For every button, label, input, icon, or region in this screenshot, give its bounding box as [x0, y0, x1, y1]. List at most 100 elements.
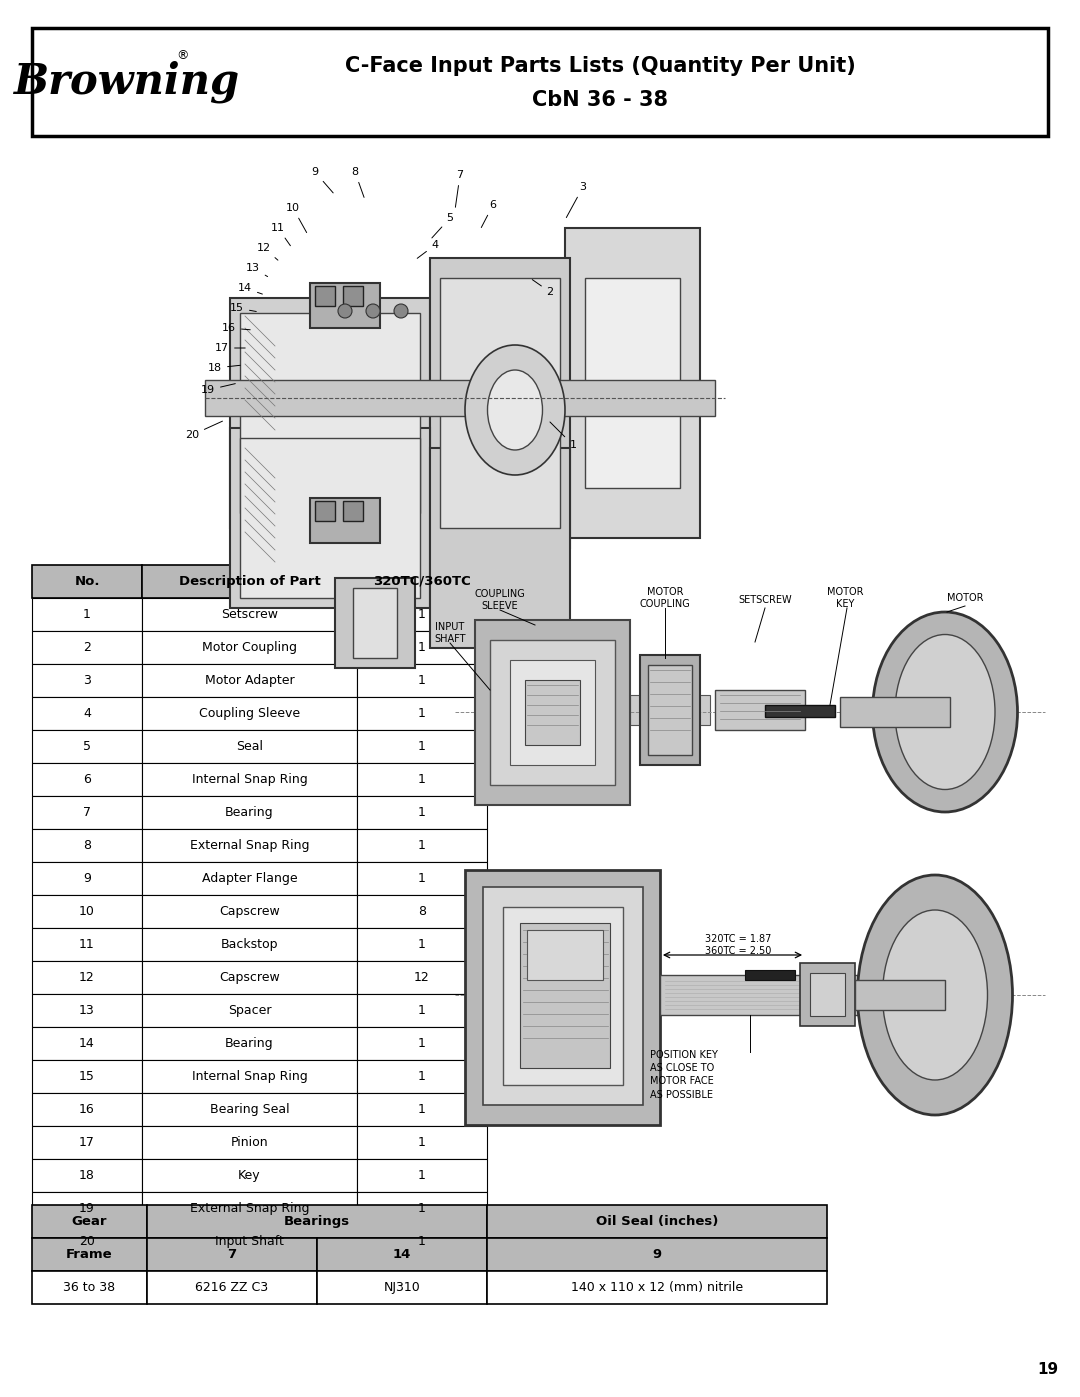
Bar: [141, 564, 357, 598]
Bar: [525, 680, 580, 745]
Bar: [32, 1126, 141, 1160]
Text: 1: 1: [418, 840, 426, 852]
Bar: [840, 697, 950, 726]
Text: 14: 14: [238, 284, 262, 295]
Bar: [32, 1060, 141, 1092]
Bar: [430, 448, 570, 648]
Bar: [32, 564, 141, 598]
Text: 4: 4: [417, 240, 438, 258]
Ellipse shape: [873, 612, 1017, 812]
Bar: [357, 1092, 487, 1126]
Bar: [357, 1160, 487, 1192]
Bar: [357, 1126, 487, 1160]
Bar: [141, 1060, 357, 1092]
Text: 8: 8: [418, 905, 426, 918]
Bar: [310, 497, 380, 543]
Bar: [357, 631, 487, 664]
Text: Spacer: Spacer: [228, 1004, 271, 1017]
Text: 14: 14: [79, 1037, 95, 1051]
Ellipse shape: [858, 875, 1013, 1115]
Text: POSITION KEY
AS CLOSE TO
MOTOR FACE
AS POSSIBLE: POSITION KEY AS CLOSE TO MOTOR FACE AS P…: [650, 1051, 718, 1099]
Bar: [483, 887, 643, 1105]
Text: 3: 3: [83, 673, 91, 687]
Text: 18: 18: [208, 363, 240, 373]
Text: 13: 13: [79, 1004, 95, 1017]
Bar: [353, 588, 397, 658]
Bar: [357, 564, 487, 598]
Text: 1: 1: [418, 937, 426, 951]
Text: 1: 1: [418, 1037, 426, 1051]
Bar: [640, 655, 700, 766]
Bar: [503, 907, 623, 1085]
Bar: [465, 870, 660, 1125]
Bar: [357, 1192, 487, 1225]
Text: 6: 6: [482, 200, 497, 228]
Bar: [315, 286, 335, 306]
Text: Description of Part: Description of Part: [178, 576, 321, 588]
Bar: [310, 284, 380, 328]
Bar: [230, 298, 430, 528]
Text: 9: 9: [652, 1248, 662, 1261]
Bar: [32, 697, 141, 731]
Bar: [141, 1027, 357, 1060]
Bar: [32, 1160, 141, 1192]
Text: Bearing Seal: Bearing Seal: [210, 1104, 289, 1116]
Text: 1: 1: [418, 740, 426, 753]
Text: 1: 1: [418, 673, 426, 687]
Text: 17: 17: [79, 1136, 95, 1148]
Circle shape: [394, 305, 408, 319]
Bar: [141, 1126, 357, 1160]
Circle shape: [366, 305, 380, 319]
Bar: [141, 1192, 357, 1225]
Bar: [32, 1238, 147, 1271]
Text: External Snap Ring: External Snap Ring: [190, 840, 309, 852]
Text: 1: 1: [418, 773, 426, 787]
Bar: [32, 1192, 141, 1225]
Bar: [147, 1271, 318, 1303]
Text: 2: 2: [83, 641, 91, 654]
Bar: [32, 731, 141, 763]
Bar: [32, 828, 141, 862]
Text: 5: 5: [83, 740, 91, 753]
Text: Capscrew: Capscrew: [219, 971, 280, 983]
Text: 320TC = 1.87
360TC = 2.50: 320TC = 1.87 360TC = 2.50: [705, 933, 771, 956]
Bar: [205, 380, 715, 416]
Bar: [487, 1271, 827, 1303]
Text: 8: 8: [83, 840, 91, 852]
Bar: [855, 981, 945, 1010]
Bar: [357, 664, 487, 697]
Bar: [32, 895, 141, 928]
Bar: [240, 313, 420, 513]
Bar: [141, 1160, 357, 1192]
Text: Gear: Gear: [71, 1215, 107, 1228]
Bar: [357, 1027, 487, 1060]
Bar: [141, 828, 357, 862]
Text: Oil Seal (inches): Oil Seal (inches): [596, 1215, 718, 1228]
Bar: [630, 694, 710, 725]
Text: Bearing: Bearing: [226, 1037, 274, 1051]
Text: 1: 1: [418, 1004, 426, 1017]
Text: 19: 19: [79, 1201, 95, 1215]
Bar: [810, 972, 845, 1016]
Bar: [315, 502, 335, 521]
Text: Input Shaft: Input Shaft: [215, 1235, 284, 1248]
Bar: [510, 659, 595, 766]
Bar: [147, 1206, 487, 1238]
Text: MOTOR: MOTOR: [947, 592, 983, 604]
Bar: [335, 578, 415, 668]
Text: 9: 9: [311, 168, 333, 193]
Bar: [141, 731, 357, 763]
Text: 7: 7: [456, 170, 463, 207]
Bar: [357, 697, 487, 731]
Text: Motor Coupling: Motor Coupling: [202, 641, 297, 654]
Text: 1: 1: [418, 806, 426, 819]
Text: 2: 2: [532, 279, 554, 298]
Bar: [32, 961, 141, 995]
Text: Adapter Flange: Adapter Flange: [202, 872, 297, 886]
Bar: [32, 1206, 147, 1238]
Bar: [357, 763, 487, 796]
Bar: [357, 928, 487, 961]
Bar: [357, 598, 487, 631]
Bar: [141, 1225, 357, 1259]
Bar: [660, 975, 880, 1016]
